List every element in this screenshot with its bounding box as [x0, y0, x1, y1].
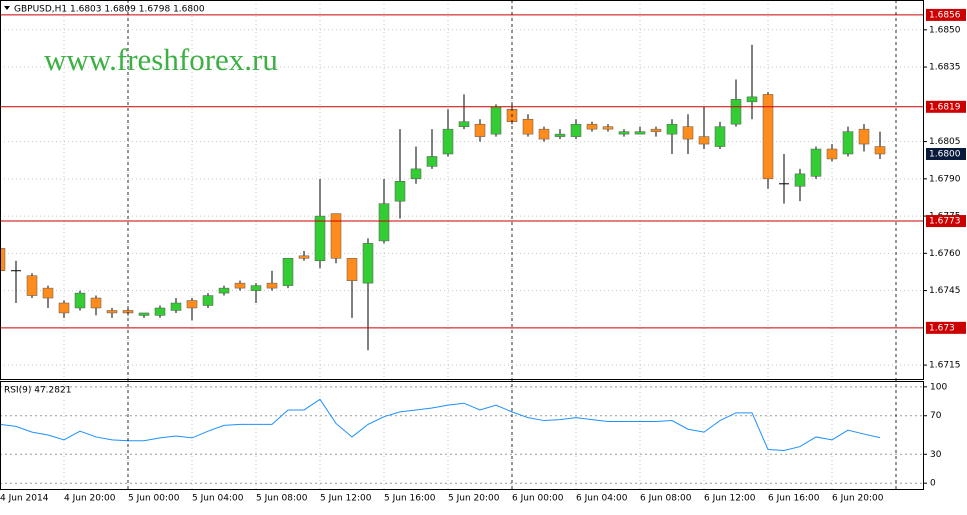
candle-body [250, 285, 262, 291]
y-tick-label: 1.6715 [929, 361, 961, 371]
candle-body [682, 126, 694, 140]
candle-body [218, 287, 230, 294]
candle-body [442, 128, 454, 155]
x-tick-label: 6 Jun 08:00 [640, 494, 692, 504]
candle-body [394, 181, 406, 202]
candle-body [842, 131, 854, 155]
y-tick-label: 30 [930, 450, 942, 460]
x-tick-label: 5 Jun 16:00 [384, 494, 436, 504]
candle-body [314, 215, 326, 262]
candle-body [186, 300, 198, 309]
candle-body [426, 156, 438, 167]
candle-body [794, 173, 806, 187]
marks [0, 14, 924, 451]
candle-body [474, 123, 486, 137]
x-tick-label: 6 Jun 20:00 [832, 494, 884, 504]
y-tick-label: 1.6835 [929, 63, 961, 73]
y-tick-label: 70 [930, 411, 942, 421]
candle-body [666, 123, 678, 135]
candle-body [74, 292, 86, 309]
candle-body [458, 121, 470, 127]
candle-body [266, 282, 278, 289]
y-tick-label: 1.6745 [929, 286, 961, 296]
x-tick-label: 5 Jun 08:00 [256, 494, 308, 504]
candle-body [586, 123, 598, 130]
chart-title: GBPUSD,H1 1.6803 1.6809 1.6798 1.6800 [14, 5, 205, 15]
candle-body [698, 136, 710, 145]
candle-body [378, 203, 390, 242]
candle-body [490, 106, 502, 135]
candle-body [298, 255, 310, 259]
y-tick-label: 1.6850 [929, 25, 961, 35]
level-label-box [926, 215, 966, 228]
rsi-title: RSI(9) 47.2821 [4, 386, 71, 396]
level-label-box [926, 321, 966, 334]
y-tick-label: 1.6790 [929, 174, 961, 184]
level-label-box [926, 8, 966, 21]
candle-body [410, 168, 422, 180]
current-price-label: 1.6800 [929, 149, 961, 159]
candle-body [618, 131, 630, 135]
x-tick-label: 6 Jun 04:00 [576, 494, 628, 504]
x-tick-label: 5 Jun 00:00 [128, 494, 180, 504]
candle-body [346, 258, 358, 281]
level-label: 1.6773 [929, 217, 961, 227]
candle-body [746, 96, 758, 103]
x-tick-label: 6 Jun 16:00 [768, 494, 820, 504]
candle-body [106, 310, 118, 314]
candle-body [26, 275, 38, 296]
x-tick-label: 5 Jun 12:00 [320, 494, 372, 504]
candle-body [202, 295, 214, 306]
candle-body [570, 123, 582, 137]
candle-body [154, 307, 166, 316]
level-label: 1.6819 [929, 102, 961, 112]
menu-icon[interactable] [4, 6, 10, 10]
candle-body [330, 213, 342, 259]
candle-body [522, 118, 534, 135]
x-tick-label: 5 Jun 20:00 [448, 494, 500, 504]
candle-body [874, 146, 886, 155]
y-tick-label: 1.6760 [929, 249, 961, 259]
candle-body [538, 128, 550, 140]
x-tick-label: 5 Jun 04:00 [192, 494, 244, 504]
level-label-box [926, 100, 966, 113]
x-tick-label: 4 Jun 20:00 [64, 494, 116, 504]
y-tick-label: 0 [930, 479, 936, 489]
candle-body [170, 302, 182, 311]
y-tick-label: 1.6805 [929, 137, 961, 147]
candle-body [58, 302, 70, 314]
candle-body [282, 258, 294, 286]
candle-body [826, 148, 838, 160]
candle-body [650, 128, 662, 132]
candle-body [554, 133, 566, 137]
level-label: 1.673 [929, 323, 955, 333]
x-tick-label: 6 Jun 00:00 [512, 494, 564, 504]
candle-body [634, 131, 646, 135]
candle-body [730, 99, 742, 125]
candle-body [362, 243, 374, 284]
level-label: 1.6856 [929, 10, 961, 20]
candle-body [42, 287, 54, 299]
candle-body [810, 148, 822, 177]
candle-body [0, 248, 6, 271]
candle-body [858, 128, 870, 145]
candle-body [90, 297, 102, 309]
rsi-frame [0, 381, 924, 490]
candle-body [714, 126, 726, 147]
candle-body [602, 126, 614, 130]
current-price-box [926, 147, 966, 160]
main-frame [0, 0, 924, 380]
candle-body [234, 282, 246, 289]
candle-body [762, 94, 774, 180]
watermark: www.freshforex.ru [44, 42, 278, 77]
candle-body [138, 312, 150, 316]
x-tick-label: 6 Jun 12:00 [704, 494, 756, 504]
x-tick-label: 4 Jun 2014 [0, 494, 49, 504]
y-tick-label: 100 [930, 382, 947, 392]
rsi-line [0, 398, 881, 451]
labels: 1.68501.68351.68051.67901.67751.67601.67… [0, 8, 966, 504]
